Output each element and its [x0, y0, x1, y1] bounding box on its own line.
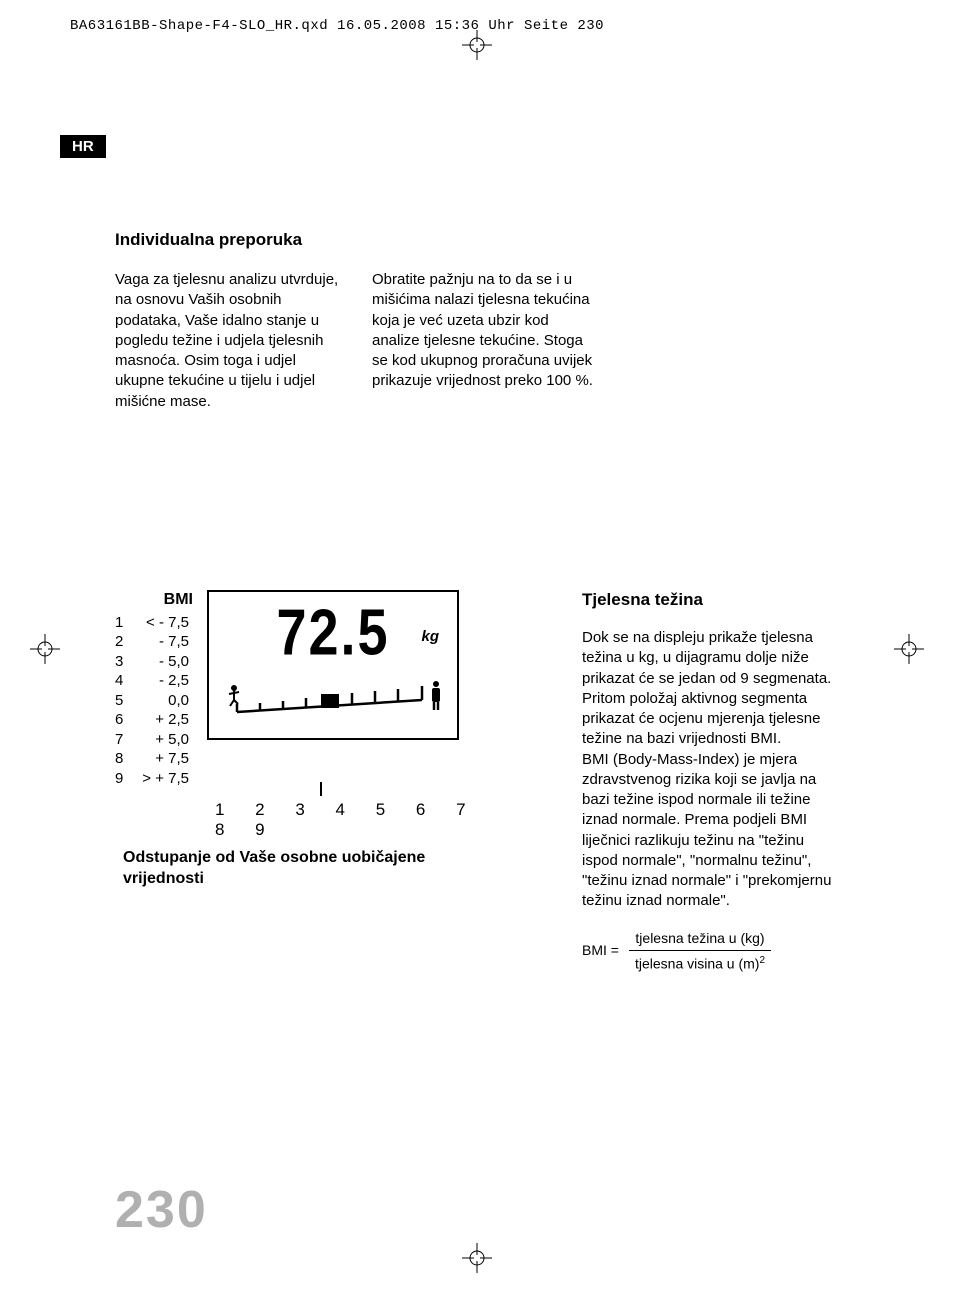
bmi-row: 7+ 5,0 — [115, 730, 195, 750]
language-badge: HR — [60, 135, 106, 158]
page-number: 230 — [115, 1180, 208, 1240]
segment-numbers: 1 2 3 4 5 6 7 8 9 — [215, 800, 495, 840]
right-column-title: Tjelesna težina — [582, 590, 837, 610]
weight-value: 72.5 — [276, 596, 389, 670]
crop-mark-top — [462, 30, 492, 60]
formula-fraction: tjelesna težina u (kg) tjelesna visina u… — [629, 930, 771, 972]
crop-mark-right — [894, 634, 924, 664]
right-column-body: Dok se na displeju prikaže tjelesna teži… — [582, 628, 837, 912]
crop-mark-left — [30, 634, 60, 664]
main-content: Individualna preporuka Vaga za tjelesnu … — [115, 230, 854, 412]
crop-mark-bottom — [462, 1243, 492, 1273]
formula-label: BMI = — [582, 942, 619, 958]
bmi-row: 1< - 7,5 — [115, 613, 195, 633]
paragraph-col-1: Vaga za tjelesnu analizu utvrduje, na os… — [115, 270, 340, 412]
bmi-table: BMI 1< - 7,52- 7,53- 5,04- 2,550,06+ 2,5… — [115, 590, 195, 788]
bmi-row: 50,0 — [115, 691, 195, 711]
paragraph-col-2: Obratite pažnju na to da se i u mišićima… — [372, 270, 597, 412]
scale-display: 72.5 kg — [207, 590, 459, 740]
bmi-row: 8+ 7,5 — [115, 749, 195, 769]
bmi-table-header: BMI — [115, 590, 195, 611]
bmi-formula: BMI = tjelesna težina u (kg) tjelesna vi… — [582, 930, 837, 972]
section-title: Individualna preporuka — [115, 230, 854, 250]
weight-readout: 72.5 — [209, 602, 457, 664]
bmi-row: 4- 2,5 — [115, 671, 195, 691]
scale-pointer — [320, 782, 322, 796]
right-column: Tjelesna težina Dok se na displeju prika… — [582, 590, 837, 971]
offset-caption: Odstupanje od Vaše osobne uobičajene vri… — [123, 848, 463, 890]
bmi-row: 3- 5,0 — [115, 652, 195, 672]
formula-denominator: tjelesna visina u (m)2 — [629, 951, 771, 972]
bmi-row: 2- 7,5 — [115, 632, 195, 652]
weight-unit: kg — [421, 628, 439, 645]
bmi-row: 9> + 7,5 — [115, 769, 195, 789]
two-column-text: Vaga za tjelesnu analizu utvrduje, na os… — [115, 270, 854, 412]
bmi-row: 6+ 2,5 — [115, 710, 195, 730]
segment-bar-icon — [227, 676, 447, 726]
print-header: BA63161BB-Shape-F4-SLO_HR.qxd 16.05.2008… — [70, 18, 604, 34]
formula-numerator: tjelesna težina u (kg) — [629, 930, 771, 951]
